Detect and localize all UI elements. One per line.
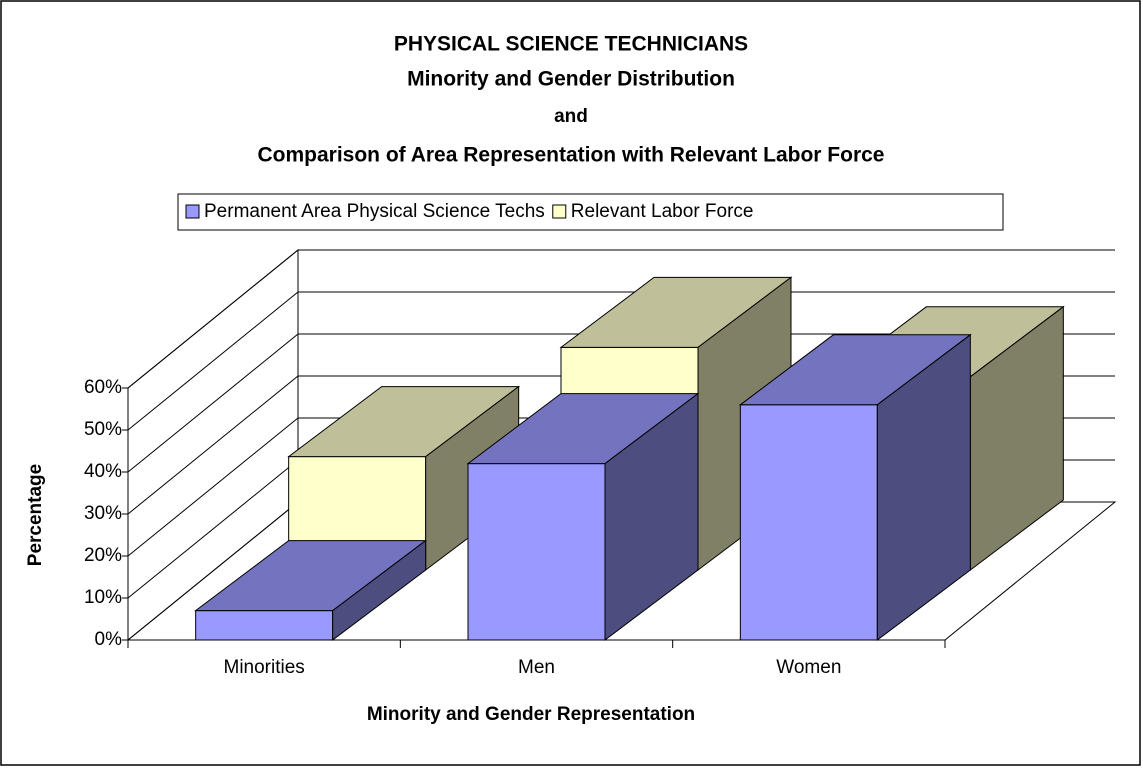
legend [177,193,1004,231]
bar-side [604,392,699,642]
y-tick-label: 40% [84,461,122,482]
chart-title: and [554,106,588,127]
bar [194,539,428,642]
grid-line [127,249,1115,389]
bar [738,333,972,642]
bar-side [332,539,427,642]
grid-line [127,333,1115,473]
y-tick-label: 20% [84,545,122,566]
bar-front [467,463,606,641]
y-tick-label: 10% [84,587,122,608]
x-tick-label: Men [518,657,555,678]
legend-label: Relevant Labor Force [571,201,754,222]
bar-front [739,404,878,641]
chart-title: PHYSICAL SCIENCE TECHNICIANS [394,33,748,56]
legend-swatch [552,204,567,219]
x-tick-label: Minorities [224,657,305,678]
y-axis-title: Percentage [25,464,46,566]
bar-front [195,610,334,641]
chart-title: Comparison of Area Representation with R… [257,144,884,167]
legend-label: Permanent Area Physical Science Techs [204,201,545,222]
chart-title: Minority and Gender Distribution [407,68,735,91]
y-tick-label: 50% [84,419,122,440]
grid-line [127,291,1115,431]
x-axis-title: Minority and Gender Representation [367,704,695,725]
y-tick-label: 0% [95,629,123,650]
x-tick-label: Women [776,657,841,678]
legend-swatch [185,204,200,219]
y-tick-label: 60% [84,377,122,398]
bar [466,392,700,642]
y-tick-label: 30% [84,503,122,524]
bar-side [876,333,971,642]
